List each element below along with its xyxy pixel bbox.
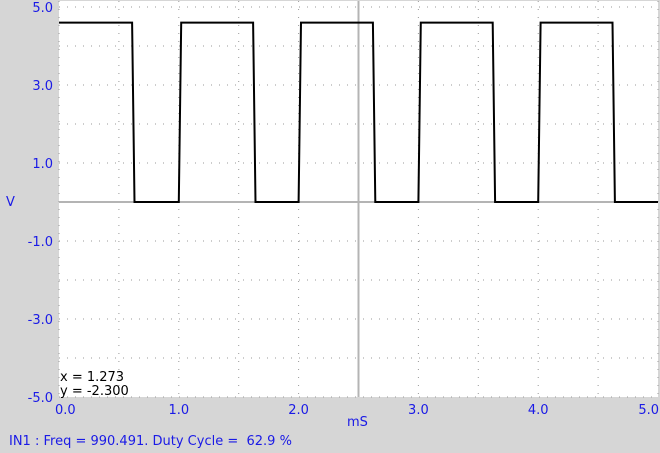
x-tick-label: 3.0: [408, 403, 429, 418]
y-tick-label: 1.0: [32, 157, 53, 172]
x-axis-label: mS: [347, 415, 368, 430]
y-tick-label: 3.0: [32, 79, 53, 94]
x-tick-label: 0.0: [55, 403, 76, 418]
x-tick-label: 2.0: [288, 403, 309, 418]
traces: [59, 21, 658, 203]
y-tick-label: 5.0: [32, 1, 53, 16]
y-axis-label: V: [6, 195, 15, 210]
measurement-status: IN1 : Freq = 990.491. Duty Cycle = 62.9 …: [9, 434, 292, 449]
y-tick-label: -1.0: [28, 235, 53, 250]
x-tick-label: 1.0: [168, 403, 189, 418]
y-tick-label: -3.0: [28, 313, 53, 328]
y-tick-labels: 5.0 3.0 1.0 -1.0 -3.0 -5.0: [28, 1, 53, 406]
trace-in1: [59, 21, 658, 203]
y-tick-label: -5.0: [28, 391, 53, 406]
x-tick-label: 4.0: [528, 403, 549, 418]
cursor-y-readout: y = -2.300: [60, 384, 129, 399]
cursor-x-readout: x = 1.273: [60, 370, 124, 385]
x-tick-labels: 0.0 1.0 2.0 3.0 4.0 5.0: [55, 403, 659, 418]
x-tick-label: 5.0: [638, 403, 659, 418]
